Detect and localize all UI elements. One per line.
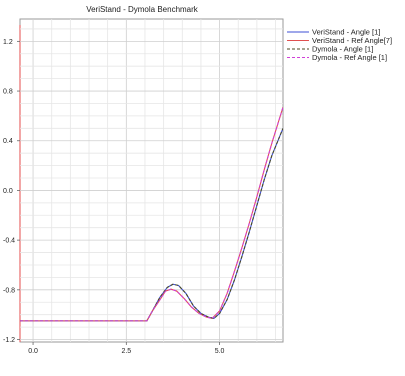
y-tick-label: 1.2	[3, 39, 13, 46]
y-tick-label: -1.2	[3, 337, 15, 344]
legend-label: Dymola - Ref Angle [1]	[312, 53, 387, 62]
y-tick-label: 0.8	[3, 89, 13, 96]
plot-frame	[19, 18, 284, 343]
x-axis-ticks: 0.0 2.5 5.0	[28, 342, 225, 355]
legend: VeriStand - Angle [1]VeriStand - Ref Ang…	[287, 28, 392, 62]
legend-label: VeriStand - Ref Angle[7]	[312, 36, 392, 45]
series-line-3	[20, 128, 283, 322]
legend-label: Dymola - Angle [1]	[312, 45, 373, 54]
y-tick-label: -0.4	[3, 238, 15, 245]
x-tick-label: 2.5	[121, 348, 131, 355]
x-tick-label: 5.0	[215, 348, 225, 355]
series-line-4	[20, 107, 283, 322]
y-tick-label: 0.4	[3, 138, 13, 145]
grid	[20, 19, 283, 342]
y-tick-label: 0.0	[3, 188, 13, 195]
y-axis-ticks: 1.2 0.8 0.4 0.0 -0.4 -0.8 -1.2	[3, 39, 20, 344]
series-lines	[20, 107, 283, 322]
chart-title: VeriStand - Dymola Benchmark	[86, 5, 199, 14]
y-tick-label: -0.8	[3, 287, 15, 294]
x-tick-label: 0.0	[28, 348, 38, 355]
plot-area	[19, 18, 284, 343]
legend-label: VeriStand - Angle [1]	[312, 28, 380, 37]
